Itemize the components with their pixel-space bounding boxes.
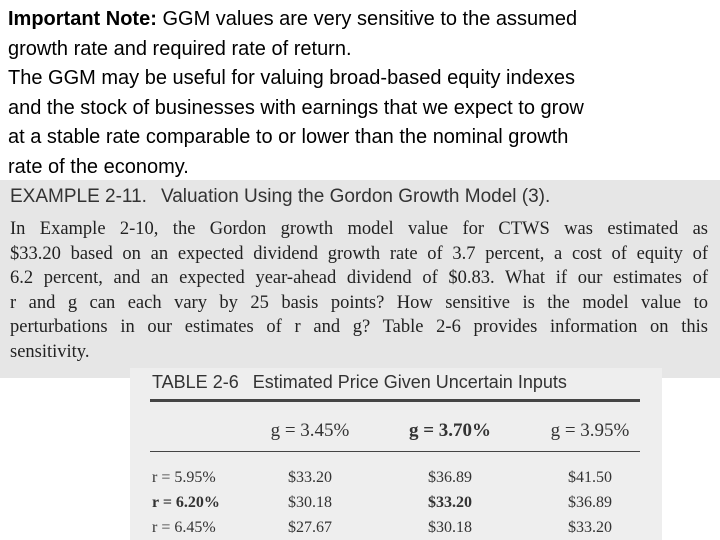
note-text: growth rate and required rate of return. bbox=[8, 37, 352, 60]
table-cell: $33.20 bbox=[288, 469, 332, 486]
row-label: r = 6.20% bbox=[152, 494, 220, 511]
table-cell: $30.18 bbox=[428, 519, 472, 536]
table-scan bbox=[130, 368, 662, 540]
example-label: EXAMPLE 2-11. bbox=[10, 186, 147, 207]
table-label: TABLE 2-6 bbox=[152, 372, 239, 392]
example-line: perturbations in our estimates of r and … bbox=[10, 317, 708, 338]
example-title: Valuation Using the Gordon Growth Model … bbox=[160, 186, 551, 207]
table-cell: $33.20 bbox=[568, 519, 612, 536]
example-line: sensitivity. bbox=[10, 342, 90, 362]
row-label: r = 6.45% bbox=[152, 519, 216, 536]
note-line: and the stock of businesses with earning… bbox=[8, 97, 584, 120]
rule bbox=[150, 399, 640, 402]
rule bbox=[150, 451, 640, 452]
example-line: In Example 2-10, the Gordon growth model… bbox=[10, 219, 708, 239]
table-title: Estimated Price Given Uncertain Inputs bbox=[252, 372, 567, 392]
note-label: Important Note: bbox=[8, 8, 157, 30]
example-line: 6.2 percent, and an expected year-ahead … bbox=[10, 268, 708, 289]
table-cell: $33.20 bbox=[428, 494, 472, 511]
note-text: rate of the economy. bbox=[8, 155, 189, 178]
column-header: g = 3.45% bbox=[270, 420, 350, 441]
table-cell: $27.67 bbox=[288, 519, 332, 536]
example-line: r and g can each vary by 25 basis points… bbox=[10, 292, 708, 313]
table-cell: $36.89 bbox=[428, 469, 472, 486]
note-line: The GGM may be useful for valuing broad-… bbox=[8, 67, 575, 90]
table-cell: $36.89 bbox=[568, 494, 612, 511]
note-text: and the stock of businesses with earning… bbox=[8, 96, 584, 119]
note-text: GGM values are very sensitive to the ass… bbox=[162, 8, 578, 30]
note-line: growth rate and required rate of return. bbox=[8, 38, 352, 61]
example-line: $33.20 based on an expected dividend gro… bbox=[10, 243, 708, 264]
example-scan bbox=[0, 180, 720, 378]
column-header: g = 3.70% bbox=[408, 420, 492, 441]
note-line: rate of the economy. bbox=[8, 156, 189, 179]
example-heading: EXAMPLE 2-11. Valuation Using the Gordon … bbox=[10, 186, 550, 208]
row-label: r = 5.95% bbox=[152, 469, 216, 486]
table-cell: $30.18 bbox=[288, 494, 332, 511]
note-line: at a stable rate comparable to or lower … bbox=[8, 126, 568, 149]
column-header: g = 3.95% bbox=[550, 420, 630, 441]
note-text: at a stable rate comparable to or lower … bbox=[8, 126, 569, 148]
table-cell: $41.50 bbox=[568, 469, 612, 486]
table-heading: TABLE 2-6 Estimated Price Given Uncertain… bbox=[152, 372, 567, 393]
note-line: Important Note: GGM values are very sens… bbox=[8, 8, 577, 31]
note-text: The GGM may be useful for valuing broad-… bbox=[8, 67, 575, 89]
